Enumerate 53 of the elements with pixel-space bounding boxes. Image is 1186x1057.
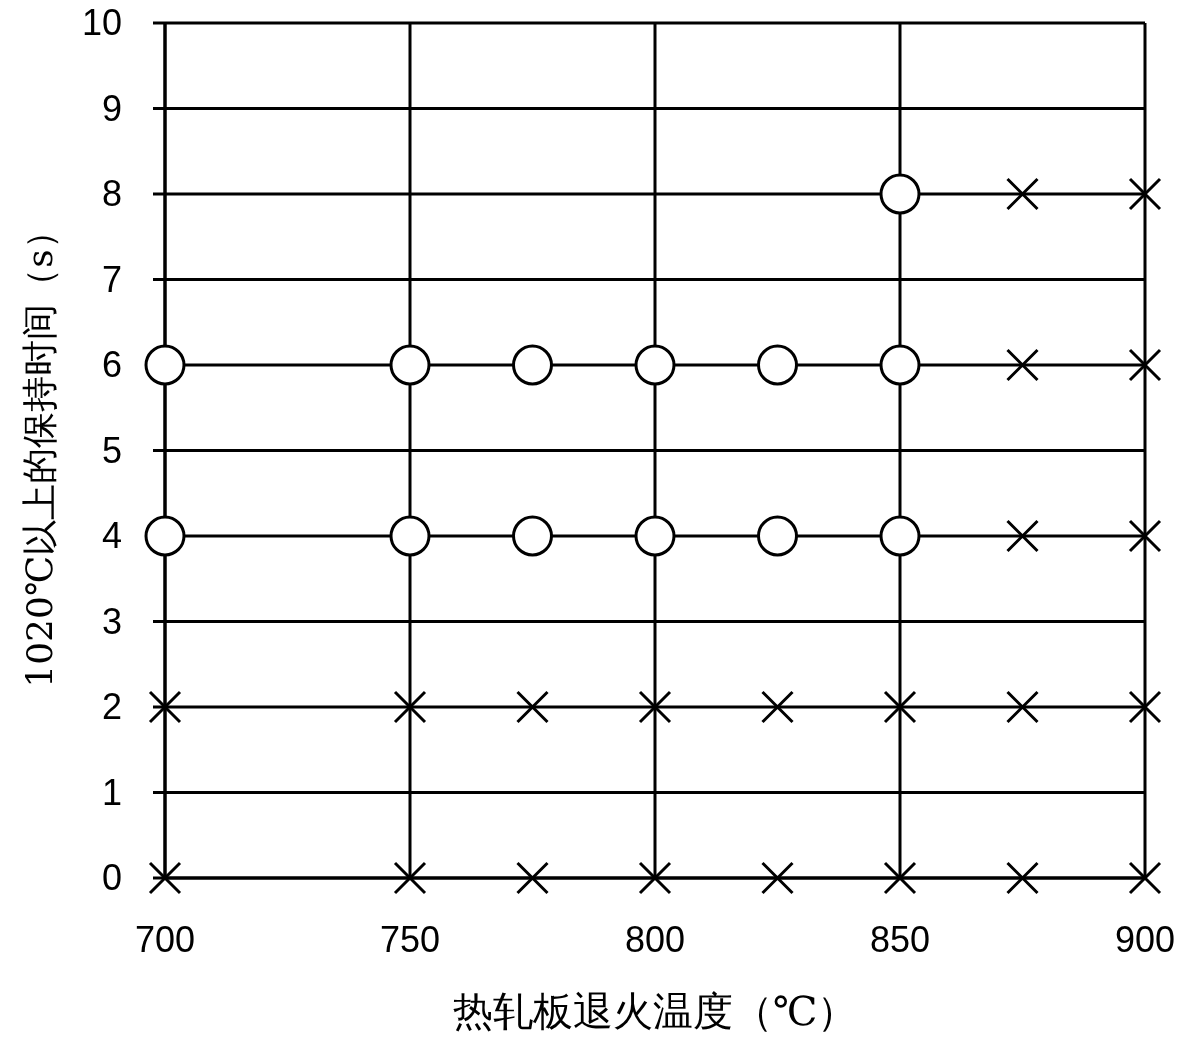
point <box>393 861 427 895</box>
point <box>634 515 676 557</box>
point <box>512 344 553 386</box>
point <box>1128 519 1162 553</box>
point <box>1006 348 1039 382</box>
point <box>516 861 549 895</box>
y-tick-label: 8 <box>101 173 122 214</box>
point <box>761 690 794 724</box>
point <box>761 861 794 895</box>
point <box>1006 177 1039 211</box>
point <box>144 344 186 386</box>
point <box>879 173 921 215</box>
point <box>1006 519 1039 553</box>
point <box>516 690 549 724</box>
point <box>144 515 186 557</box>
point <box>757 515 798 557</box>
point <box>1128 348 1162 382</box>
y-axis-title: 1020℃以上的保持时间（s） <box>19 213 60 688</box>
point <box>638 690 672 724</box>
x-axis-title: 热轧板退火温度（℃） <box>452 988 858 1034</box>
y-tick-label: 6 <box>101 344 122 385</box>
point <box>1006 690 1039 724</box>
x-tick-label: 850 <box>869 919 931 960</box>
point <box>1128 177 1162 211</box>
x-tick-label: 900 <box>1114 919 1176 960</box>
y-tick-label: 0 <box>101 857 122 898</box>
y-tick-label: 3 <box>101 600 122 642</box>
x-tick-label: 750 <box>379 919 441 960</box>
y-tick-label: 10 <box>81 2 122 43</box>
y-tick-label: 5 <box>101 429 122 471</box>
point <box>1006 861 1039 895</box>
x-tick-label: 700 <box>134 919 196 960</box>
y-tick-label: 1 <box>101 771 122 813</box>
point <box>879 344 921 386</box>
point <box>512 515 553 557</box>
y-tick-label: 4 <box>101 515 122 556</box>
point <box>148 861 182 895</box>
point <box>389 515 431 557</box>
y-tick-label: 7 <box>101 258 122 300</box>
point <box>634 344 676 386</box>
point <box>883 861 917 895</box>
x-tick-label: 800 <box>624 919 686 960</box>
point <box>757 344 798 386</box>
point <box>148 690 182 724</box>
point <box>1128 861 1162 895</box>
point <box>883 690 917 724</box>
point <box>1128 690 1162 724</box>
point <box>879 515 921 557</box>
point <box>393 690 427 724</box>
y-tick-label: 9 <box>101 87 122 129</box>
y-tick-label: 2 <box>101 686 122 727</box>
point <box>389 344 431 386</box>
point <box>638 861 672 895</box>
